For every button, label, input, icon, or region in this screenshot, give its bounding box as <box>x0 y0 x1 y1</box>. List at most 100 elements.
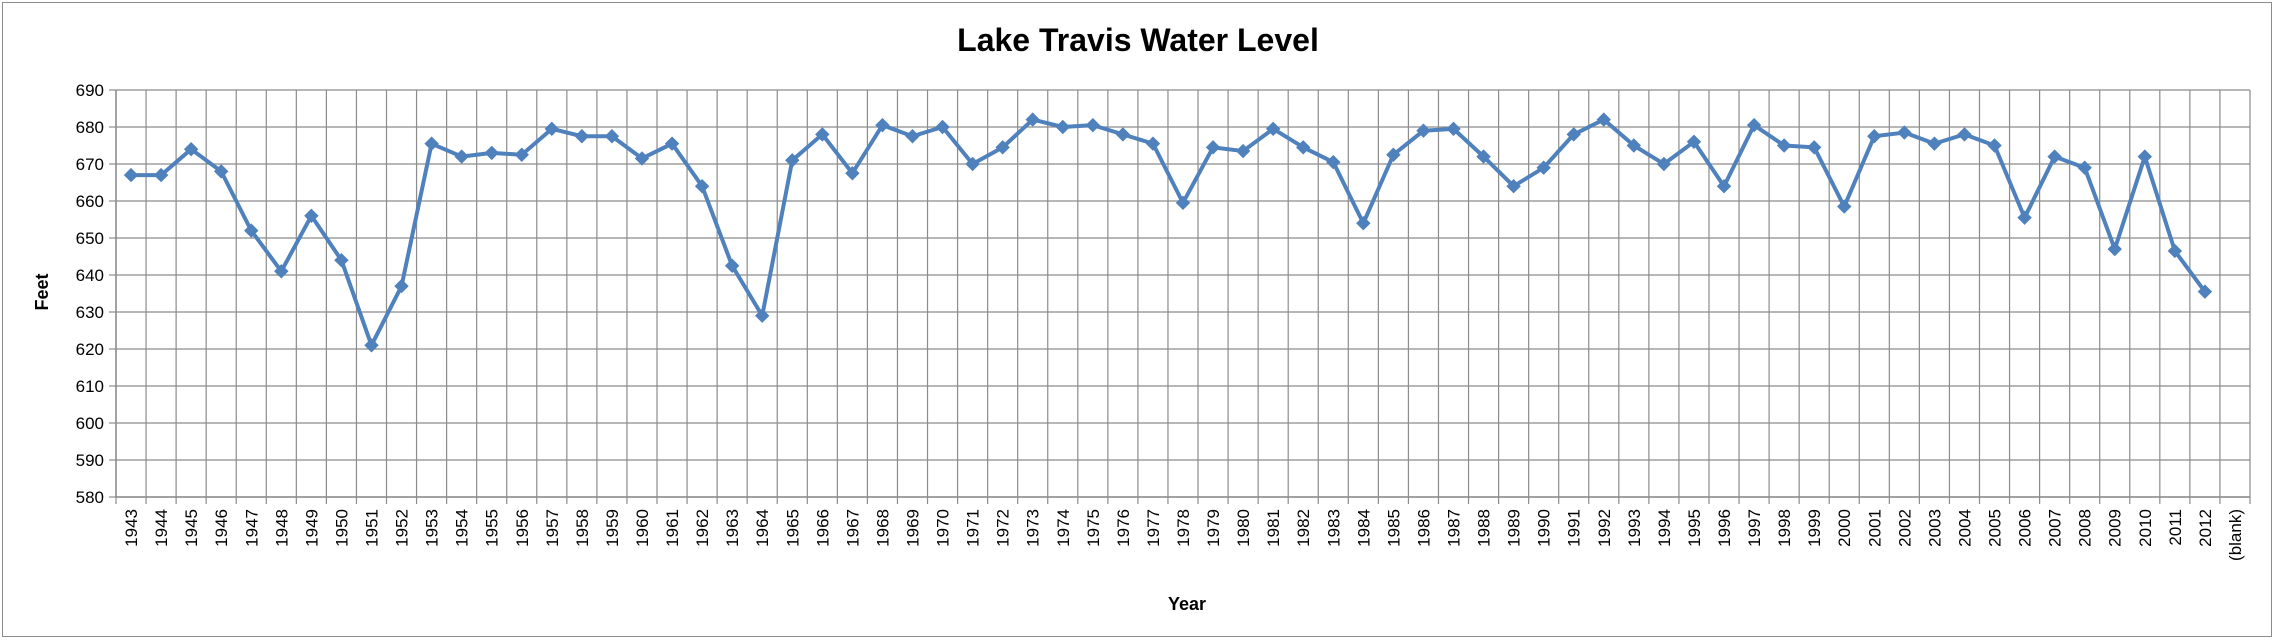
x-tick-label: (blank) <box>2226 509 2245 561</box>
x-tick-label: 1960 <box>633 509 652 547</box>
data-point-marker <box>2017 210 2032 225</box>
data-point-marker <box>1536 160 1551 175</box>
x-tick-label: 2005 <box>1986 509 2005 547</box>
x-tick-label: 1970 <box>934 509 953 547</box>
series-line <box>131 117 2207 348</box>
y-tick-label: 680 <box>76 118 104 137</box>
x-tick-label: 2008 <box>2076 509 2095 547</box>
data-point-marker <box>1145 136 1161 151</box>
data-point-marker <box>1957 127 1972 142</box>
y-tick-label: 590 <box>76 451 104 470</box>
data-point-marker <box>1476 149 1491 164</box>
x-tick-label: 1971 <box>964 509 983 547</box>
data-point-marker <box>1506 178 1521 194</box>
x-tick-label: 1979 <box>1204 509 1223 547</box>
y-tick-label: 640 <box>76 266 104 285</box>
y-tick-label: 610 <box>76 377 104 396</box>
x-tick-label: 1972 <box>994 509 1013 547</box>
x-tick-label: 1997 <box>1745 509 1764 547</box>
data-point-marker <box>1806 140 1822 155</box>
x-tick-label: 1985 <box>1384 509 1403 547</box>
data-point-marker <box>965 156 980 172</box>
x-tick-label: 1956 <box>513 509 532 547</box>
x-tick-label: 2010 <box>2136 509 2155 547</box>
x-tick-label: 1984 <box>1354 509 1373 547</box>
data-point-marker <box>845 166 860 181</box>
x-tick-label: 2012 <box>2196 509 2215 547</box>
x-tick-label: 1993 <box>1625 509 1644 547</box>
data-point-marker <box>755 308 770 323</box>
x-tick-label: 1968 <box>873 509 892 547</box>
x-tick-label: 1962 <box>693 509 712 547</box>
data-point-marker <box>1356 215 1371 231</box>
y-tick-label: 600 <box>76 414 104 433</box>
x-tick-label: 1949 <box>302 509 321 547</box>
data-point-marker <box>1897 125 1912 140</box>
data-point-marker <box>785 153 800 168</box>
x-tick-label: 1976 <box>1114 509 1133 547</box>
data-point-marker <box>1746 117 1762 133</box>
x-tick-label: 1991 <box>1565 509 1584 547</box>
data-point-marker <box>2047 149 2062 164</box>
x-tick-label: 1947 <box>242 509 261 547</box>
data-point-marker <box>244 223 259 238</box>
x-tick-label: 2006 <box>2016 509 2035 547</box>
data-point-marker <box>2167 243 2183 259</box>
x-tick-label: 1963 <box>723 509 742 547</box>
data-point-marker <box>1927 136 1942 151</box>
x-tick-label: 1957 <box>543 509 562 547</box>
data-point-marker <box>1235 143 1251 159</box>
y-tick-label: 690 <box>76 81 104 100</box>
x-tick-label: 2003 <box>1925 509 1944 547</box>
data-point-marker <box>424 136 439 151</box>
x-tick-label: 1948 <box>272 509 291 547</box>
x-tick-label: 1943 <box>122 509 141 547</box>
data-point-marker <box>213 164 229 179</box>
data-point-marker <box>2137 149 2153 164</box>
data-point-marker <box>935 119 950 135</box>
x-tick-label: 1999 <box>1805 509 1824 547</box>
data-point-marker <box>1686 134 1702 150</box>
data-point-marker <box>995 140 1010 155</box>
data-point-marker <box>1085 117 1101 133</box>
x-tick-label: 1977 <box>1144 509 1163 547</box>
data-point-marker <box>1326 154 1341 170</box>
x-tick-label: 1951 <box>362 509 381 547</box>
x-tick-label: 1946 <box>212 509 231 547</box>
data-point-marker <box>1656 156 1672 172</box>
x-tick-label: 1994 <box>1655 509 1674 547</box>
data-point-marker <box>1386 147 1401 162</box>
data-point-marker <box>1867 129 1882 144</box>
y-tick-label: 620 <box>76 340 104 359</box>
data-point-marker <box>2197 284 2213 299</box>
x-tick-label: 1954 <box>453 509 472 547</box>
data-point-marker <box>1987 138 2002 153</box>
x-tick-label: 1975 <box>1084 509 1103 547</box>
x-tick-label: 2011 <box>2166 509 2185 546</box>
data-point-marker <box>634 151 650 166</box>
y-axis-title: Feet <box>32 273 52 310</box>
data-point-marker <box>604 129 620 144</box>
data-point-marker <box>1205 140 1221 155</box>
data-point-marker <box>1296 140 1311 155</box>
data-point-marker <box>1776 138 1792 153</box>
data-point-marker <box>544 121 560 137</box>
x-tick-label: 2002 <box>1895 509 1914 547</box>
data-point-marker <box>123 167 139 183</box>
x-tick-label: 1992 <box>1595 509 1614 547</box>
data-point-marker <box>364 338 379 353</box>
x-tick-label: 1980 <box>1234 509 1253 547</box>
data-point-marker <box>1446 121 1461 137</box>
x-tick-label: 2004 <box>1955 509 1974 547</box>
data-point-marker <box>1416 123 1431 138</box>
data-point-marker <box>1175 195 1191 211</box>
data-point-marker <box>1265 121 1281 137</box>
x-tick-label: 1986 <box>1414 509 1433 547</box>
x-tick-label: 1950 <box>332 509 351 547</box>
data-point-marker <box>1626 138 1642 153</box>
data-point-marker <box>1716 178 1732 194</box>
x-tick-label: 1952 <box>393 509 412 547</box>
chart-title: Lake Travis Water Level <box>957 22 1319 58</box>
y-tick-label: 580 <box>76 488 104 507</box>
